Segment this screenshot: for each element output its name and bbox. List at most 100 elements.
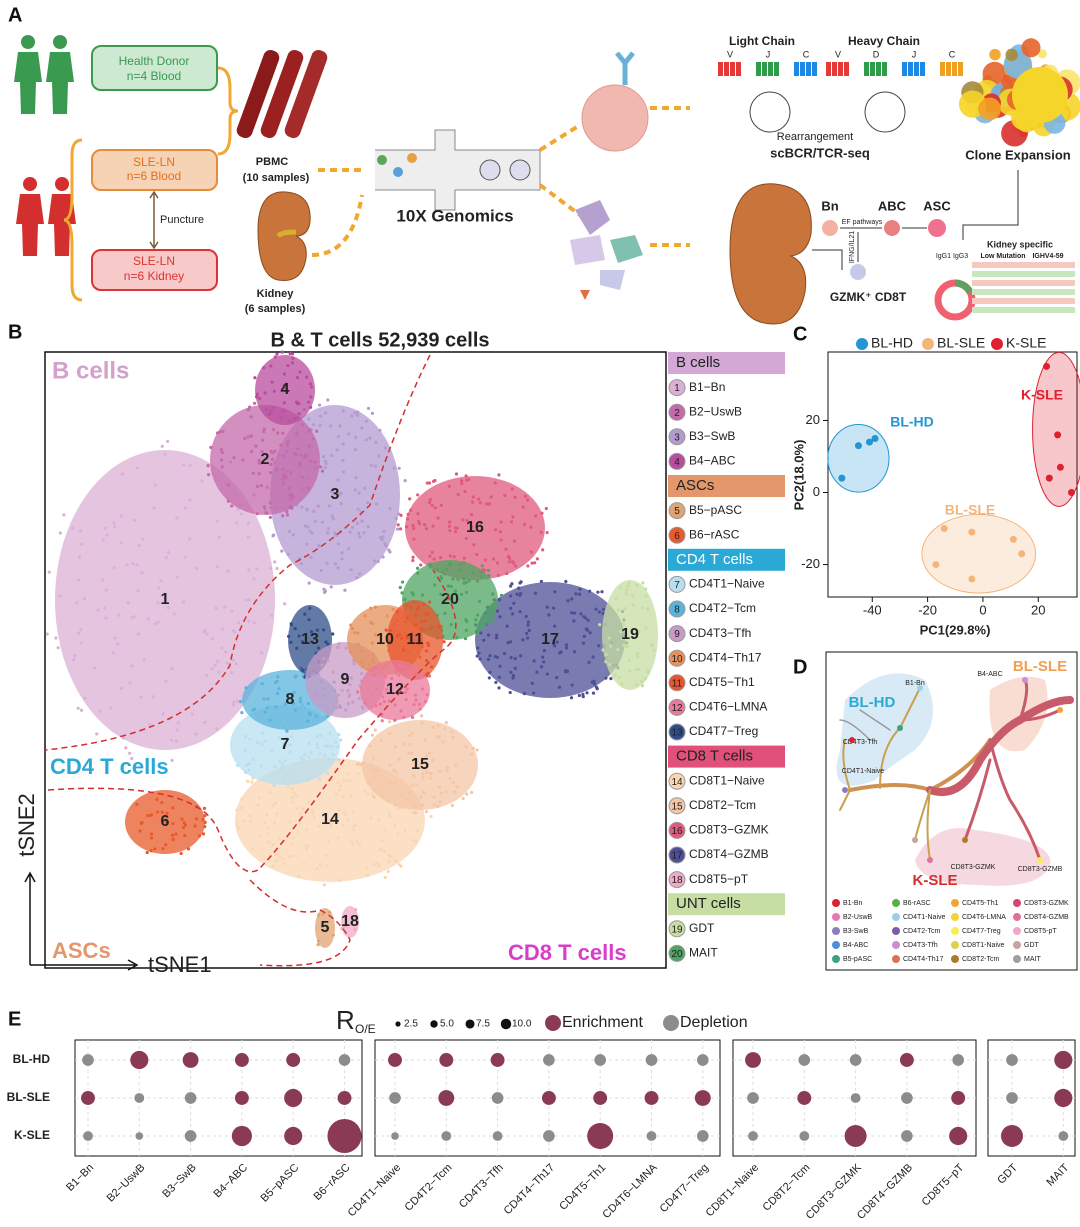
- cell-dot: [307, 486, 311, 490]
- cell-dot: [276, 431, 280, 435]
- cell-dot: [356, 410, 360, 414]
- cell-dot: [253, 376, 257, 380]
- cell-dot: [582, 634, 587, 638]
- cell-dot: [210, 637, 215, 641]
- gene-block: [756, 62, 761, 76]
- cell-dot: [505, 624, 509, 628]
- cell-dot: [298, 462, 302, 466]
- cell-dot: [362, 531, 366, 535]
- cell-dot: [363, 614, 367, 618]
- cell-dot: [267, 412, 271, 417]
- cell-dot: [299, 453, 303, 457]
- cell-dot: [607, 636, 611, 640]
- cell-dot: [303, 844, 307, 848]
- cell-dot: [577, 693, 581, 698]
- dot: [338, 1054, 351, 1066]
- cell-dot: [157, 586, 161, 590]
- cell-dot: [337, 642, 341, 646]
- cell-dot: [542, 649, 546, 653]
- legend-label: MAIT: [689, 946, 718, 960]
- cell-dot: [539, 579, 543, 584]
- cell-dot: [56, 646, 60, 650]
- legend-label: CD8T3−GZMK: [689, 823, 769, 837]
- size-legend-title: R: [336, 1005, 355, 1035]
- cell-dot: [275, 859, 279, 863]
- cell-dot: [564, 643, 569, 647]
- cell-dot: [285, 449, 289, 454]
- cell-dot: [602, 607, 606, 612]
- cell-dot: [339, 784, 343, 788]
- dot: [1006, 1092, 1018, 1104]
- cell-dot: [164, 555, 168, 560]
- legend-swatch: [856, 338, 868, 350]
- cell-dot: [424, 699, 428, 704]
- cell-dot: [230, 609, 234, 613]
- cell-dot: [232, 700, 236, 704]
- cell-dot: [220, 627, 225, 631]
- cell-dot: [280, 350, 284, 354]
- cluster-number: 19: [621, 626, 639, 643]
- boundary: [44, 354, 431, 751]
- cell-dot: [77, 555, 82, 559]
- cell-dot: [364, 865, 369, 870]
- cell-dot: [277, 759, 282, 763]
- cell-dot: [176, 721, 180, 725]
- x-axis-label: PC1(29.8%): [920, 622, 991, 637]
- cell-dot: [452, 555, 456, 559]
- cell-dot: [604, 660, 608, 664]
- x-tick-label: CD4T3−Tfh: [457, 1162, 506, 1211]
- cell-dot: [618, 586, 623, 590]
- cell-dot: [535, 557, 539, 561]
- cell-dot: [257, 459, 261, 463]
- cell-dot: [389, 628, 393, 633]
- cell-dot: [230, 504, 234, 508]
- cell-dot: [219, 458, 224, 462]
- cell-dot: [334, 562, 338, 566]
- cell-dot: [262, 366, 266, 370]
- cell-dot: [383, 446, 387, 450]
- group-ellipse: [921, 514, 1037, 594]
- size-key-label: 7.5: [476, 1019, 490, 1030]
- cell-dot: [398, 527, 403, 531]
- cell-dot: [272, 783, 276, 787]
- cell-dot: [417, 519, 421, 523]
- cell-dot: [426, 643, 431, 648]
- cell-dot: [597, 644, 601, 648]
- cell-dot: [275, 679, 279, 684]
- cell-dot: [372, 768, 376, 772]
- cell-dot: [489, 495, 493, 499]
- cell-dot: [512, 601, 516, 605]
- cell-dot: [215, 519, 219, 523]
- cell-dot: [246, 435, 250, 439]
- cell-dot: [299, 755, 303, 760]
- tree-node: [897, 725, 903, 731]
- cell-dot: [370, 763, 374, 767]
- cell-dot: [297, 634, 301, 638]
- legend-swatch: [832, 913, 840, 921]
- cell-dot: [416, 493, 420, 497]
- cell-dot: [240, 711, 244, 715]
- cell-dot: [419, 627, 423, 631]
- cell-dot: [101, 537, 105, 542]
- cluster-area: [315, 908, 335, 948]
- cell-dot: [272, 389, 277, 393]
- cell-dot: [182, 821, 186, 825]
- cell-dot: [322, 590, 327, 594]
- cell-dot: [215, 564, 219, 569]
- cell-dot: [608, 644, 613, 648]
- platform: 10X Genomics: [396, 206, 513, 225]
- cell-dot: [306, 702, 311, 706]
- trajectory-node: ABC: [878, 198, 907, 213]
- cell-dot: [273, 764, 277, 769]
- cell-dot: [451, 735, 455, 740]
- cell-dot: [526, 623, 530, 627]
- legend-label: CD8T1-Naive: [962, 942, 1005, 949]
- cell-dot: [553, 590, 557, 594]
- size-key-label: 2.5: [404, 1019, 418, 1030]
- cell-dot: [498, 664, 502, 668]
- rearrangement-circle: [864, 91, 906, 133]
- cell-dot: [368, 744, 372, 748]
- legend-label: B5−pASC: [689, 503, 742, 517]
- cell-dot: [389, 781, 393, 786]
- legend-label: CD8T5-pT: [1024, 928, 1057, 935]
